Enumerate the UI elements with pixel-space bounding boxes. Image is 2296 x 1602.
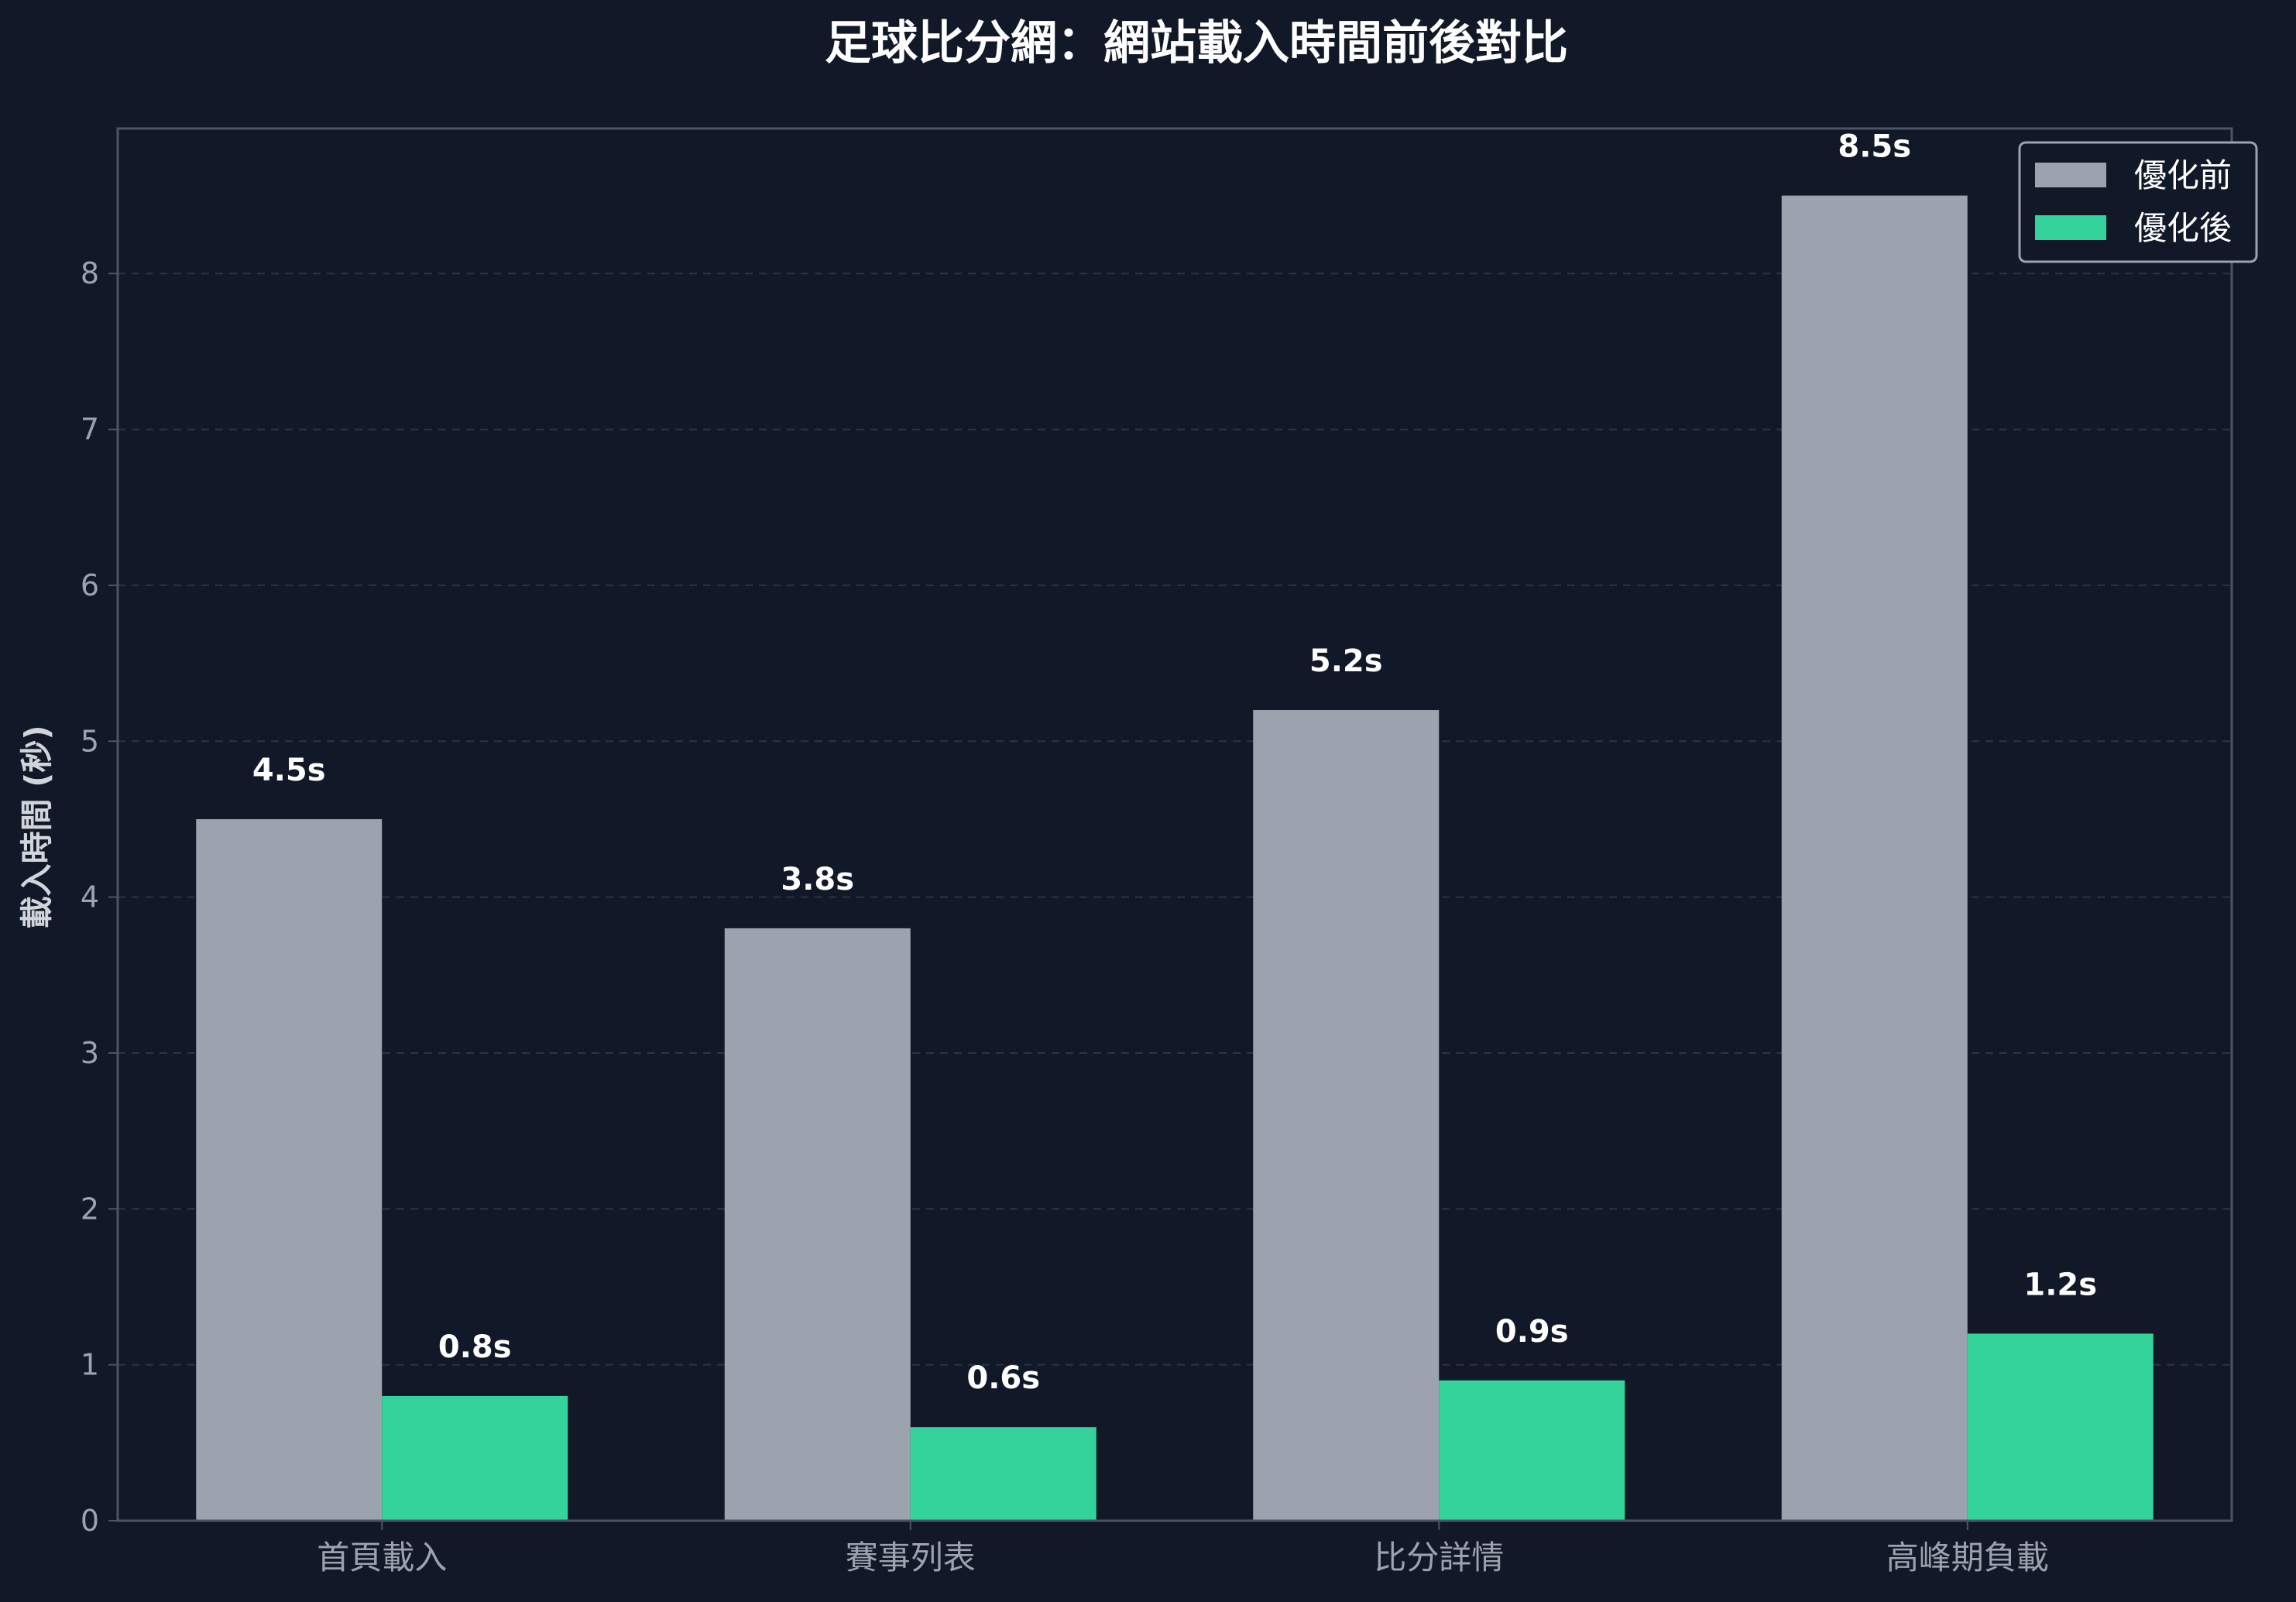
data-label: 0.9s xyxy=(1495,1314,1569,1350)
data-label: 0.6s xyxy=(966,1360,1040,1396)
data-label: 0.8s xyxy=(438,1329,512,1365)
bar-after xyxy=(1967,1333,2154,1521)
bar-before xyxy=(196,818,383,1521)
data-label: 8.5s xyxy=(1838,129,1911,165)
legend-label: 優化後 xyxy=(2134,209,2232,247)
bar-before xyxy=(724,928,911,1521)
x-tick-label: 賽事列表 xyxy=(846,1539,976,1576)
legend-swatch xyxy=(2035,215,2106,240)
chart-title: 足球比分網：網站載入時間前後對比 xyxy=(825,16,1568,70)
bar-before xyxy=(1781,195,1968,1521)
y-tick-label: 2 xyxy=(81,1192,99,1226)
y-axis-label: 載入時間 (秒) xyxy=(18,725,56,928)
bar-after xyxy=(1439,1380,1625,1521)
legend-swatch xyxy=(2035,163,2106,187)
y-tick-label: 0 xyxy=(81,1504,99,1538)
x-tick-label: 比分詳情 xyxy=(1374,1539,1504,1576)
data-label: 3.8s xyxy=(781,862,854,897)
y-tick-label: 8 xyxy=(81,256,99,290)
bar-after xyxy=(910,1427,1097,1521)
bar-after xyxy=(382,1395,568,1521)
y-tick-label: 5 xyxy=(81,724,99,758)
data-label: 1.2s xyxy=(2023,1267,2097,1302)
y-tick-label: 1 xyxy=(81,1348,99,1382)
y-tick-label: 3 xyxy=(81,1036,99,1070)
x-tick-label: 首頁載入 xyxy=(317,1539,447,1576)
y-tick-label: 4 xyxy=(81,880,99,914)
data-label: 4.5s xyxy=(252,753,326,788)
legend-label: 優化前 xyxy=(2134,156,2232,194)
y-tick-label: 7 xyxy=(81,413,99,447)
x-tick-label: 高峰期負載 xyxy=(1886,1539,2049,1576)
data-label: 5.2s xyxy=(1309,643,1383,679)
axes-frame xyxy=(116,127,2233,1522)
y-tick-label: 6 xyxy=(81,568,99,602)
bar-before xyxy=(1253,710,1440,1521)
plot-area: 0 1 2 3 4 5 6 7 8 4.5s 0.8s 首頁載入 3.8s 0.6s 賽事列表 5.2s 0.9… xyxy=(81,127,2233,1576)
